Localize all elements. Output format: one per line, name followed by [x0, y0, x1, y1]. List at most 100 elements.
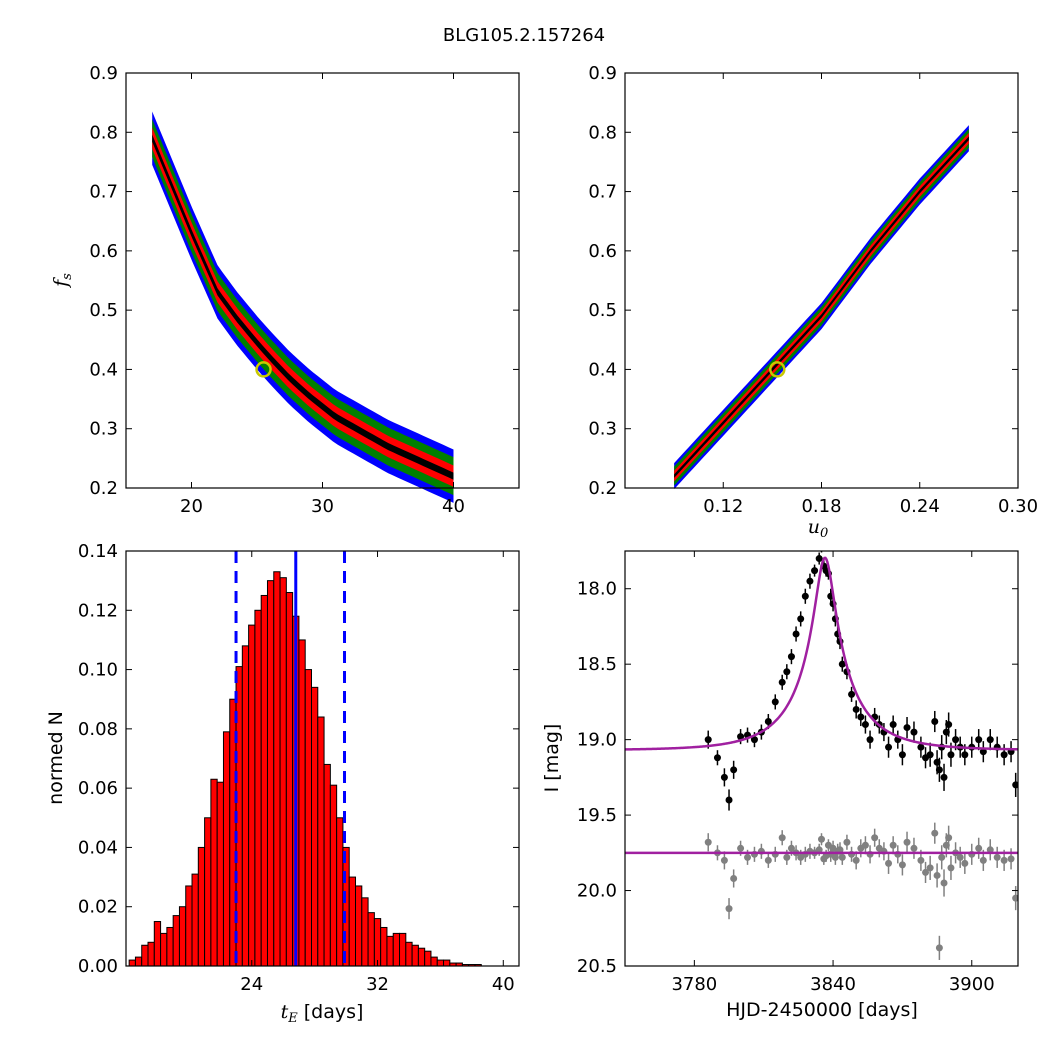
residual-point [961, 859, 969, 867]
fs-vs-u0-panel-frame [624, 72, 1019, 489]
histogram-bar [399, 932, 407, 967]
lightcurve-panel-xtick-label: 3840 [810, 974, 856, 995]
fs-vs-u0-panel-region-black [674, 136, 969, 478]
photometry-point [725, 796, 733, 804]
histogram-bar [279, 577, 287, 967]
residual-point [910, 844, 918, 852]
fs-axis-label: fs [50, 273, 75, 289]
histogram-bar [266, 580, 275, 967]
photometry-point [926, 751, 934, 759]
histogram-bar [216, 781, 224, 967]
histogram-bar [310, 686, 319, 967]
residual-point [898, 861, 906, 869]
histogram-bar [166, 926, 174, 967]
photometry-point [848, 690, 856, 698]
photometry-point [979, 748, 987, 756]
lightcurve-xlabel: HJD-2450000 [days] [726, 999, 918, 1021]
fs-vs-u0-panel-ytick-label: 0.2 [588, 478, 617, 499]
photometry-point [903, 724, 911, 732]
photometry-point [975, 736, 983, 744]
residual-point [945, 834, 953, 842]
histogram-bar [260, 594, 268, 967]
fs-vs-u0-panel-ytick-label: 0.4 [588, 359, 617, 380]
photometry-point [945, 721, 953, 729]
lightcurve-panel-ytick-label: 20.5 [577, 956, 617, 977]
photometry-point [750, 736, 758, 744]
histogram-bar [197, 846, 206, 967]
fs-vs-te-panel-best-fit-marker [255, 361, 272, 378]
fs-vs-u0-panel-contours [674, 125, 969, 490]
te-histogram-panel-ytick-label: 0.10 [78, 660, 118, 681]
photometry-points [704, 543, 1018, 811]
residual-point [737, 844, 745, 852]
histogram-bar [348, 876, 357, 967]
residual-point [783, 853, 791, 861]
histogram-bar [153, 921, 162, 967]
te-histogram-panel-ytick-label: 0.06 [78, 778, 118, 799]
photometry-point [898, 751, 906, 759]
photometry-point [771, 698, 779, 706]
histogram-bar [298, 639, 306, 967]
fs-vs-u0-panel-ytick-label: 0.5 [588, 300, 617, 321]
histogram-bar [380, 926, 388, 967]
histogram-bar [373, 918, 382, 967]
fs-vs-u0-panel-ytick-label: 0.6 [588, 241, 617, 262]
fs-vs-te-panel-ytick-label: 0.2 [89, 478, 118, 499]
residual-point [787, 844, 795, 852]
residual-point [704, 838, 712, 846]
fs-vs-te-panel-xtick-label: 30 [311, 496, 334, 517]
te-histogram-panel-xtick-label: 32 [366, 974, 389, 995]
lightcurve-panel-ytick-label: 20.0 [577, 881, 617, 902]
photometry-point [720, 773, 728, 781]
residual-point [979, 856, 987, 864]
te-histogram-panel-ytick-label: 0.14 [78, 541, 118, 562]
photometry-point [1012, 781, 1018, 789]
fs-vs-te-panel-ytick-label: 0.9 [89, 63, 118, 84]
photometry-point [811, 567, 819, 575]
histogram-bar [185, 885, 193, 967]
fs-vs-te-panel-contours [152, 111, 454, 503]
histogram-bar [160, 932, 168, 967]
residual-point [861, 841, 869, 849]
figure-title: BLG105.2.157264 [443, 25, 605, 46]
photometry-point [818, 543, 825, 550]
photometry-point [889, 721, 897, 729]
photometry-point [935, 766, 943, 774]
photometry-point [861, 721, 869, 729]
histogram-bar [424, 950, 432, 967]
lightcurve-panel-xtick-label: 3900 [949, 974, 995, 995]
residual-point [947, 864, 955, 872]
photometry-point [885, 743, 893, 751]
residual-point [889, 841, 897, 849]
histogram-ylabel: normed N [45, 711, 67, 805]
photometry-point [704, 736, 712, 744]
residual-point [1012, 894, 1018, 902]
residual-point [744, 853, 752, 861]
fs-vs-te-panel-ytick-label: 0.7 [89, 182, 118, 203]
fs-vs-te-panel-ticks: 20 30 40 0.2 0.3 0.4 0.5 0.6 0.7 0.8 0.9 [89, 63, 519, 517]
residual-point [917, 856, 925, 864]
histogram-bar [204, 817, 212, 967]
residual-point [931, 829, 939, 837]
photometry-point [940, 773, 948, 781]
residual-point [730, 874, 738, 882]
residual-point [871, 834, 879, 842]
histogram-bar [273, 571, 281, 967]
residual-point [720, 856, 728, 864]
photometry-point [961, 751, 969, 759]
histogram-bar [285, 592, 294, 967]
histogram-bar [241, 645, 250, 967]
photometry-point [857, 713, 865, 721]
histogram-bar [436, 959, 445, 967]
fs-vs-u0-panel-xtick-label: 0.24 [900, 496, 940, 517]
photometry-point [986, 736, 994, 744]
residual-point [815, 846, 823, 854]
lightcurve-ylabel: I [mag] [541, 724, 563, 793]
histogram-bar [443, 959, 451, 967]
photometry-point [866, 736, 874, 744]
residual-point [940, 879, 948, 887]
fs-vs-te-panel-ytick-label: 0.8 [89, 122, 118, 143]
photometry-point [797, 615, 805, 623]
fs-vs-u0-panel-xtick-label: 0.18 [801, 496, 841, 517]
